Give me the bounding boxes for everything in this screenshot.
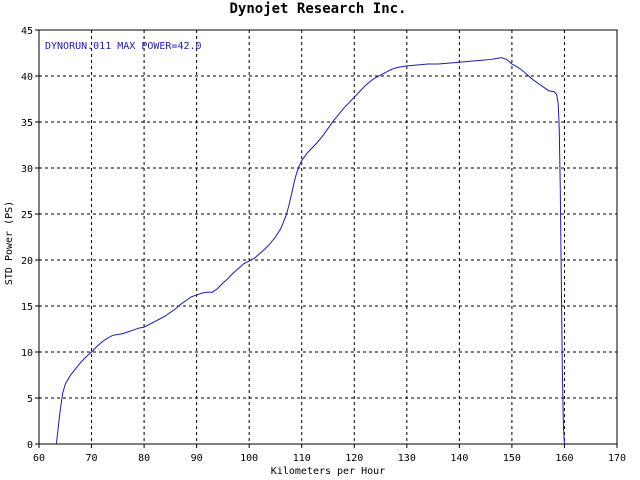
x-tick-label-3: 90 [191,453,203,464]
x-tick-label-4: 100 [240,453,258,464]
x-axis-ticks: 60 70 80 90 100 110 120 130 140 150 160 170 [33,444,626,464]
x-tick-label-2: 80 [138,453,150,464]
y-tick-label-6: 30 [21,164,33,175]
x-tick-label-6: 120 [345,453,363,464]
x-tick-label-9: 150 [503,453,521,464]
y-tick-label-7: 35 [21,118,33,129]
x-tick-label-10: 160 [555,453,573,464]
x-tick-label-0: 60 [33,453,45,464]
power-curve-line [55,57,565,445]
y-tick-label-3: 15 [21,302,33,313]
y-tick-label-2: 10 [21,348,33,359]
chart-title: Dynojet Research Inc. [229,1,406,17]
grid-lines [39,30,617,444]
x-tick-label-7: 130 [398,453,416,464]
x-tick-label-11: 170 [608,453,626,464]
y-tick-label-0: 0 [27,440,33,451]
x-tick-label-5: 110 [293,453,311,464]
x-tick-label-1: 70 [86,453,98,464]
y-tick-label-8: 40 [21,72,33,83]
x-axis-label: Kilometers per Hour [271,466,385,477]
y-tick-label-5: 25 [21,210,33,221]
y-tick-label-9: 45 [21,26,33,37]
x-tick-label-8: 140 [450,453,468,464]
plot-frame [38,29,618,445]
y-tick-label-4: 20 [21,256,33,267]
legend-text: DYNORUN.011 MAX POWER=42.0 [45,41,202,52]
y-axis-ticks: 0 5 10 15 20 25 30 35 40 45 [21,26,39,451]
y-axis-label: STD Power (PS) [4,201,15,285]
y-tick-label-1: 5 [27,394,33,405]
